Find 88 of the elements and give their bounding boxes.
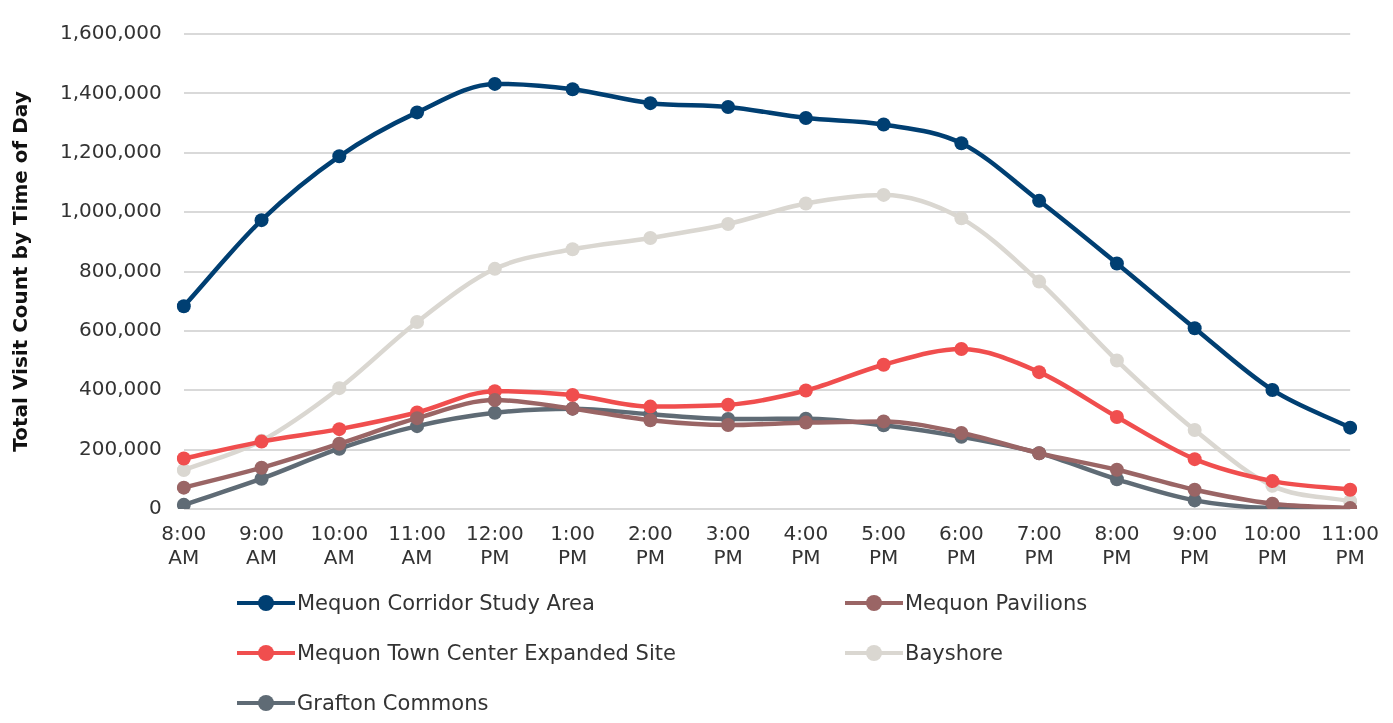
point (1265, 496, 1280, 509)
x-tick-label: 3:00 PM (705, 521, 751, 570)
point (565, 242, 580, 257)
x-tick-label: 2:00 PM (627, 521, 673, 570)
x-tick-label: 1:00 PM (550, 521, 596, 570)
x-tick-label: 11:00 PM (1321, 521, 1379, 570)
point (176, 463, 191, 478)
x-tick-label: 10:00 PM (1243, 521, 1302, 570)
legend-label: Grafton Commons (297, 691, 489, 715)
point (176, 299, 191, 314)
point (565, 82, 580, 97)
legend-label: Mequon Corridor Study Area (297, 591, 595, 615)
point (1187, 452, 1202, 467)
point (798, 196, 813, 211)
point (176, 480, 191, 495)
legend-label: Bayshore (905, 641, 1003, 665)
y-tick-label: 200,000 (79, 435, 162, 460)
point (1343, 420, 1358, 435)
legend-label: Mequon Town Center Expanded Site (297, 641, 676, 665)
x-tick-label: 5:00 PM (861, 521, 907, 570)
point (487, 76, 502, 91)
point (721, 217, 736, 231)
point (1109, 256, 1124, 271)
point (565, 388, 580, 402)
point (332, 149, 347, 164)
point (876, 414, 891, 429)
point (254, 213, 269, 228)
point (1109, 462, 1124, 477)
x-tick-label: 8:00 PM (1094, 521, 1140, 570)
point (954, 341, 969, 356)
y-tick-label: 1,600,000 (59, 20, 162, 45)
y-axis-title: Total Visit Count by Time of Day (8, 91, 33, 452)
point (721, 397, 736, 412)
y-tick-label: 800,000 (79, 257, 162, 282)
point (954, 211, 969, 226)
point (410, 105, 425, 120)
point (876, 187, 891, 202)
x-tick-label: 6:00 PM (938, 521, 984, 570)
point (254, 460, 269, 475)
x-tick-label: 12:00 PM (466, 521, 524, 570)
point (798, 111, 813, 126)
point (1187, 482, 1202, 497)
point (954, 136, 969, 151)
legend-label: Mequon Pavilions (905, 591, 1088, 615)
x-tick-label: 7:00 PM (1016, 521, 1062, 570)
point (643, 413, 658, 428)
point (876, 357, 891, 372)
point (1187, 423, 1202, 438)
point (176, 451, 191, 466)
point (798, 383, 813, 398)
point (643, 96, 658, 111)
x-tick-label: 11:00 AM (388, 521, 446, 570)
point (1109, 353, 1124, 368)
point (721, 417, 736, 432)
point (954, 426, 969, 440)
point (487, 261, 502, 276)
point (643, 230, 658, 245)
point (798, 415, 813, 430)
y-tick-label: 1,400,000 (59, 79, 162, 104)
x-tick-label: 8:00 AM (161, 521, 207, 570)
point (876, 117, 891, 132)
point (332, 436, 347, 451)
y-tick-label: 1,200,000 (59, 138, 162, 163)
point (487, 393, 502, 408)
x-tick-label: 4:00 PM (783, 521, 829, 570)
point (1109, 409, 1124, 424)
point (176, 497, 191, 509)
y-tick-label: 400,000 (79, 376, 162, 401)
y-tick-label: 1,000,000 (59, 198, 162, 223)
point (410, 314, 425, 329)
point (643, 399, 658, 414)
y-tick-label: 600,000 (79, 317, 162, 342)
point (1265, 474, 1280, 489)
point (487, 405, 502, 420)
point (1265, 382, 1280, 397)
point (410, 411, 425, 426)
point (721, 100, 736, 115)
y-tick-label: 0 (149, 495, 162, 520)
x-tick-label: 9:00 AM (239, 521, 285, 570)
point (1032, 193, 1047, 208)
point (332, 422, 347, 437)
point (332, 381, 347, 396)
point (1187, 321, 1202, 336)
point (1032, 365, 1047, 380)
point (1343, 482, 1358, 497)
point (1032, 274, 1047, 289)
x-tick-label: 10:00 AM (310, 521, 369, 570)
x-tick-label: 9:00 PM (1172, 521, 1218, 570)
